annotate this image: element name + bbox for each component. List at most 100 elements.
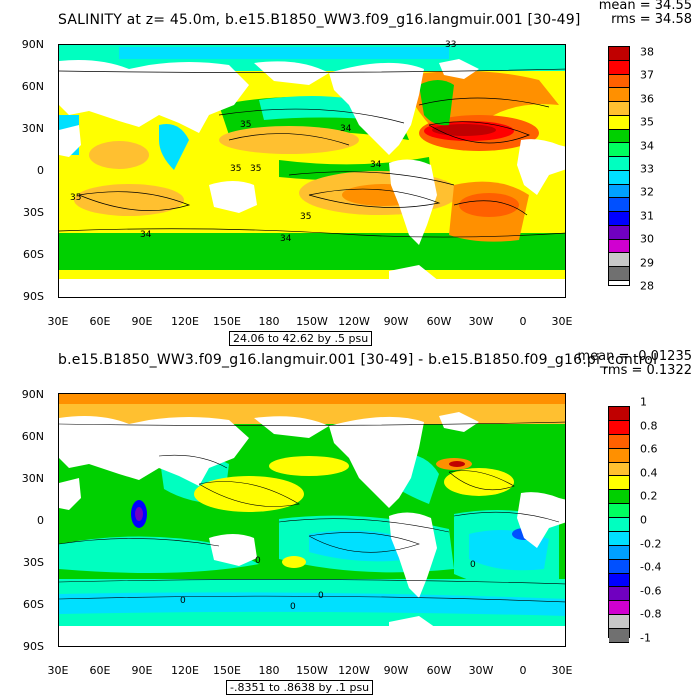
panel-title: SALINITY at z= 45.0m, b.e15.B1850_WW3.f0…: [58, 12, 581, 28]
colorbar-label: -0.8: [640, 607, 662, 621]
colorbar-swatch: [609, 60, 629, 75]
antarctica-land: [59, 281, 565, 297]
colorbar-label: -0.4: [640, 560, 662, 574]
colorbar-label: 37: [640, 68, 654, 82]
colorbar-swatch: [609, 559, 629, 574]
lon-label: 30W: [468, 315, 494, 328]
contour-label: 0: [255, 556, 261, 566]
colorbar-swatch: [609, 587, 629, 602]
colorbar-swatch: [609, 629, 629, 643]
contour-label: 35: [300, 212, 312, 222]
lon-label: 150E: [213, 664, 241, 677]
colorbar-swatch: [609, 490, 629, 505]
lat-label: 60S: [23, 248, 44, 261]
colorbar-swatch: [609, 545, 629, 560]
lon-label: 30E: [551, 664, 573, 677]
difference-panel: b.e15.B1850_WW3.f09_g16.langmuir.001 [30…: [0, 349, 700, 700]
eurasia-land: [59, 60, 249, 133]
n-pacific-high: [219, 126, 359, 154]
lat-label: 60N: [21, 430, 44, 443]
lon-label: 120W: [338, 664, 370, 677]
colorbar-swatch: [609, 198, 629, 212]
colorbar-label: 0.8: [640, 419, 658, 433]
colorbar-label: 34: [640, 139, 654, 153]
lon-label: 90E: [131, 664, 153, 677]
contour-label: 34: [340, 124, 352, 134]
mean-value: mean = -0.01235: [577, 349, 692, 364]
contour-lines: [59, 68, 565, 238]
lat-label: 60N: [21, 80, 44, 93]
colorbar-swatch: [609, 239, 629, 254]
colorbar-swatch: [609, 102, 629, 116]
colorbar: [608, 46, 630, 286]
difference-map-svg: [59, 394, 565, 646]
africa-land: [59, 478, 81, 510]
colorbar-label: 30: [640, 232, 654, 246]
north-america-land: [329, 416, 424, 508]
colorbar-label: 32: [640, 185, 654, 199]
lat-label: 90S: [23, 640, 44, 653]
lon-label: 60W: [426, 315, 452, 328]
lon-label: 90W: [383, 315, 409, 328]
lon-label: 150W: [296, 315, 328, 328]
salinity-map: [58, 44, 566, 298]
colorbar-label: 28: [640, 279, 654, 293]
africa-land: [59, 125, 81, 157]
colorbar-label: -0.6: [640, 584, 662, 598]
colorbar-swatch: [609, 157, 629, 171]
contour-lines: [59, 421, 565, 603]
contour-label: 34: [140, 230, 152, 240]
colorbar-swatch: [609, 448, 629, 463]
south-america-land: [389, 512, 437, 598]
colorbar: [608, 406, 630, 643]
colorbar-swatch: [609, 253, 629, 267]
colorbar-swatch: [609, 531, 629, 546]
lon-label: 90W: [383, 664, 409, 677]
lon-label: 120W: [338, 315, 370, 328]
australia-land: [209, 181, 257, 213]
colorbar-label: 33: [640, 162, 654, 176]
colorbar-swatch: [609, 267, 629, 281]
colorbar-swatch: [609, 462, 629, 477]
colorbar-label: 0.2: [640, 489, 658, 503]
colorbar-swatch: [609, 434, 629, 449]
contour-label: 0: [470, 560, 476, 570]
contour-label: 35: [250, 164, 262, 174]
lon-label: 180: [258, 664, 280, 677]
lat-label: 90N: [21, 38, 44, 51]
antarctica-land: [59, 630, 565, 646]
salinity-panel: SALINITY at z= 45.0m, b.e15.B1850_WW3.f0…: [21, 0, 692, 346]
colorbar-label: 31: [640, 209, 654, 223]
colorbar-label: 1: [640, 395, 647, 409]
colorbar-swatch: [609, 184, 629, 199]
colorbar-label: 0.6: [640, 442, 658, 456]
rms-value: rms = 34.58: [611, 12, 692, 27]
colorbar-swatch: [609, 115, 629, 130]
contour-label: 35: [240, 120, 252, 130]
lat-label: 30S: [23, 556, 44, 569]
eurasia-land: [59, 416, 249, 486]
colorbar-swatch: [609, 225, 629, 240]
lon-label: 150E: [213, 315, 241, 328]
colorbar-label: -1: [640, 631, 651, 645]
contour-label: 35: [230, 164, 242, 174]
north-america-land: [329, 62, 424, 155]
colorbar-swatch: [609, 573, 629, 588]
range-box: -.8351 to .8638 by .1 psu: [226, 680, 374, 695]
lon-label: 30E: [551, 315, 573, 328]
contour-label: 0: [290, 602, 296, 612]
colorbar-swatch: [609, 212, 629, 226]
lon-label: 90E: [131, 315, 153, 328]
lon-label: 60E: [89, 664, 111, 677]
lon-label: 150W: [296, 664, 328, 677]
contour-label: 34: [280, 234, 292, 244]
indian-ocean-high: [74, 184, 184, 216]
colorbar-swatch: [609, 518, 629, 532]
contour-label: 33: [445, 40, 457, 50]
greenland-land: [439, 59, 479, 79]
south-america-land: [389, 159, 437, 245]
colorbar-swatch: [609, 47, 629, 61]
colorbar-label: 0: [640, 513, 647, 527]
colorbar-swatch: [609, 504, 629, 518]
colorbar-swatch: [609, 88, 629, 102]
